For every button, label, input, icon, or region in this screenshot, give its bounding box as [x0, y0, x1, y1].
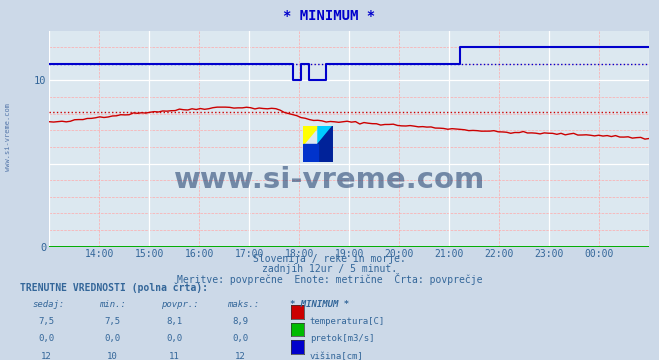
Text: 12: 12 [235, 352, 246, 360]
Text: pretok[m3/s]: pretok[m3/s] [310, 334, 374, 343]
Text: 0,0: 0,0 [104, 334, 120, 343]
Text: 8,1: 8,1 [167, 317, 183, 326]
Text: 7,5: 7,5 [104, 317, 120, 326]
Text: 8,9: 8,9 [233, 317, 248, 326]
Text: 11: 11 [169, 352, 180, 360]
Text: Slovenija / reke in morje.: Slovenija / reke in morje. [253, 254, 406, 264]
Polygon shape [318, 126, 333, 162]
Text: sedaj:: sedaj: [33, 300, 65, 309]
Text: 7,5: 7,5 [38, 317, 54, 326]
Text: www.si-vreme.com: www.si-vreme.com [174, 166, 485, 194]
Text: 0,0: 0,0 [167, 334, 183, 343]
Text: * MINIMUM *: * MINIMUM * [290, 300, 349, 309]
Polygon shape [318, 126, 333, 144]
Polygon shape [303, 126, 318, 144]
Text: Meritve: povprečne  Enote: metrične  Črta: povprečje: Meritve: povprečne Enote: metrične Črta:… [177, 273, 482, 285]
Text: min.:: min.: [99, 300, 126, 309]
Text: 0,0: 0,0 [38, 334, 54, 343]
Text: povpr.:: povpr.: [161, 300, 199, 309]
Text: 10: 10 [107, 352, 117, 360]
Text: 0,0: 0,0 [233, 334, 248, 343]
Text: višina[cm]: višina[cm] [310, 352, 364, 360]
Text: www.si-vreme.com: www.si-vreme.com [5, 103, 11, 171]
Text: temperatura[C]: temperatura[C] [310, 317, 385, 326]
Text: * MINIMUM *: * MINIMUM * [283, 9, 376, 23]
Text: maks.:: maks.: [227, 300, 260, 309]
Polygon shape [303, 144, 318, 162]
Text: zadnjih 12ur / 5 minut.: zadnjih 12ur / 5 minut. [262, 264, 397, 274]
Text: TRENUTNE VREDNOSTI (polna črta):: TRENUTNE VREDNOSTI (polna črta): [20, 283, 208, 293]
Text: 12: 12 [41, 352, 51, 360]
